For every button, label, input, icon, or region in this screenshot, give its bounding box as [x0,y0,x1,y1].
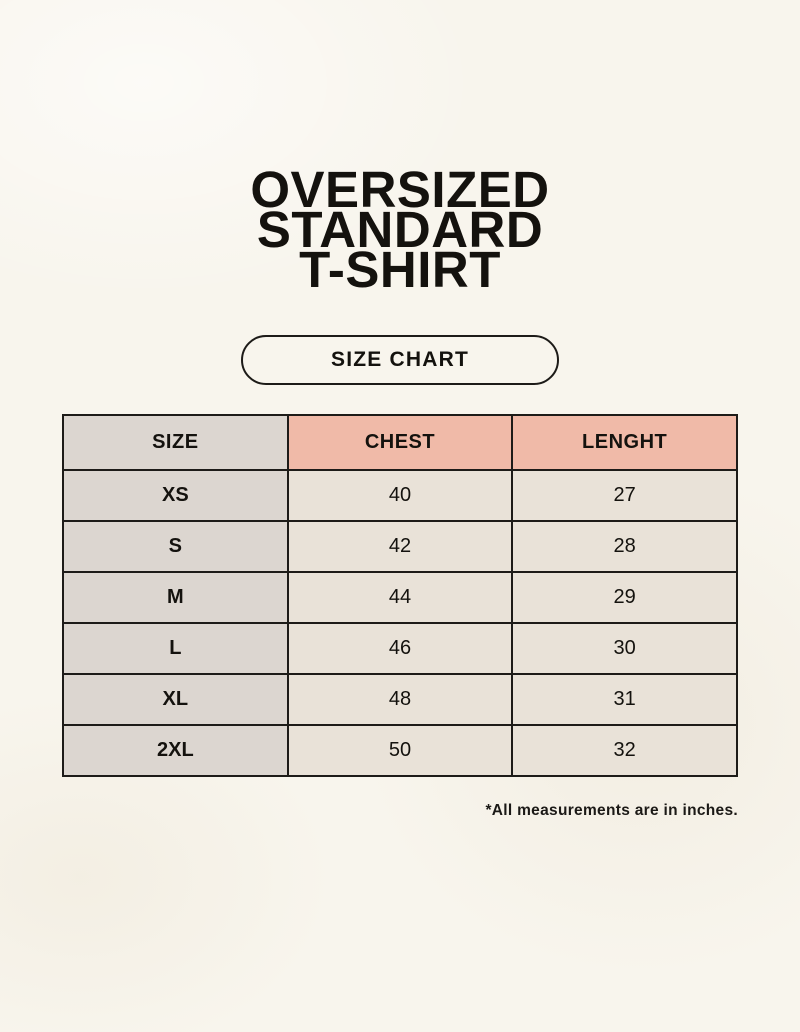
lenght-cell: 28 [511,520,738,573]
lenght-cell: 27 [511,469,738,522]
size-cell: L [62,622,289,675]
table-row: 2XL 50 32 [62,724,738,777]
title-line-3: T-SHIRT [299,241,501,298]
table-row: XL 48 31 [62,673,738,726]
title-line-2: STANDARD [256,201,544,258]
size-cell: 2XL [62,724,289,777]
size-cell: S [62,520,289,573]
chest-cell: 50 [286,724,514,777]
table-row: XS 40 27 [62,469,738,522]
table-header-row: SIZE CHEST LENGHT [62,414,738,471]
size-chart-table: SIZE CHEST LENGHT XS 40 27 S 42 28 M 44 … [62,414,738,777]
chest-cell: 48 [286,673,514,726]
lenght-cell: 31 [511,673,738,726]
footnote: *All measurements are in inches. [485,802,738,819]
lenght-cell: 29 [511,571,738,624]
page-title: OVERSIZED STANDARD T-SHIRT [0,161,800,298]
chest-cell: 46 [286,622,514,675]
size-cell: M [62,571,289,624]
size-cell: XL [62,673,289,726]
chest-cell: 40 [286,469,514,522]
header-chest: CHEST [286,414,514,471]
table-row: M 44 29 [62,571,738,624]
title-line-1: OVERSIZED [250,161,550,218]
chest-cell: 42 [286,520,514,573]
table-row: L 46 30 [62,622,738,675]
chest-cell: 44 [286,571,514,624]
size-chart-button[interactable]: SIZE CHART [241,335,559,385]
lenght-cell: 30 [511,622,738,675]
table-row: S 42 28 [62,520,738,573]
lenght-cell: 32 [511,724,738,777]
size-cell: XS [62,469,289,522]
header-size: SIZE [62,414,289,471]
header-lenght: LENGHT [511,414,738,471]
